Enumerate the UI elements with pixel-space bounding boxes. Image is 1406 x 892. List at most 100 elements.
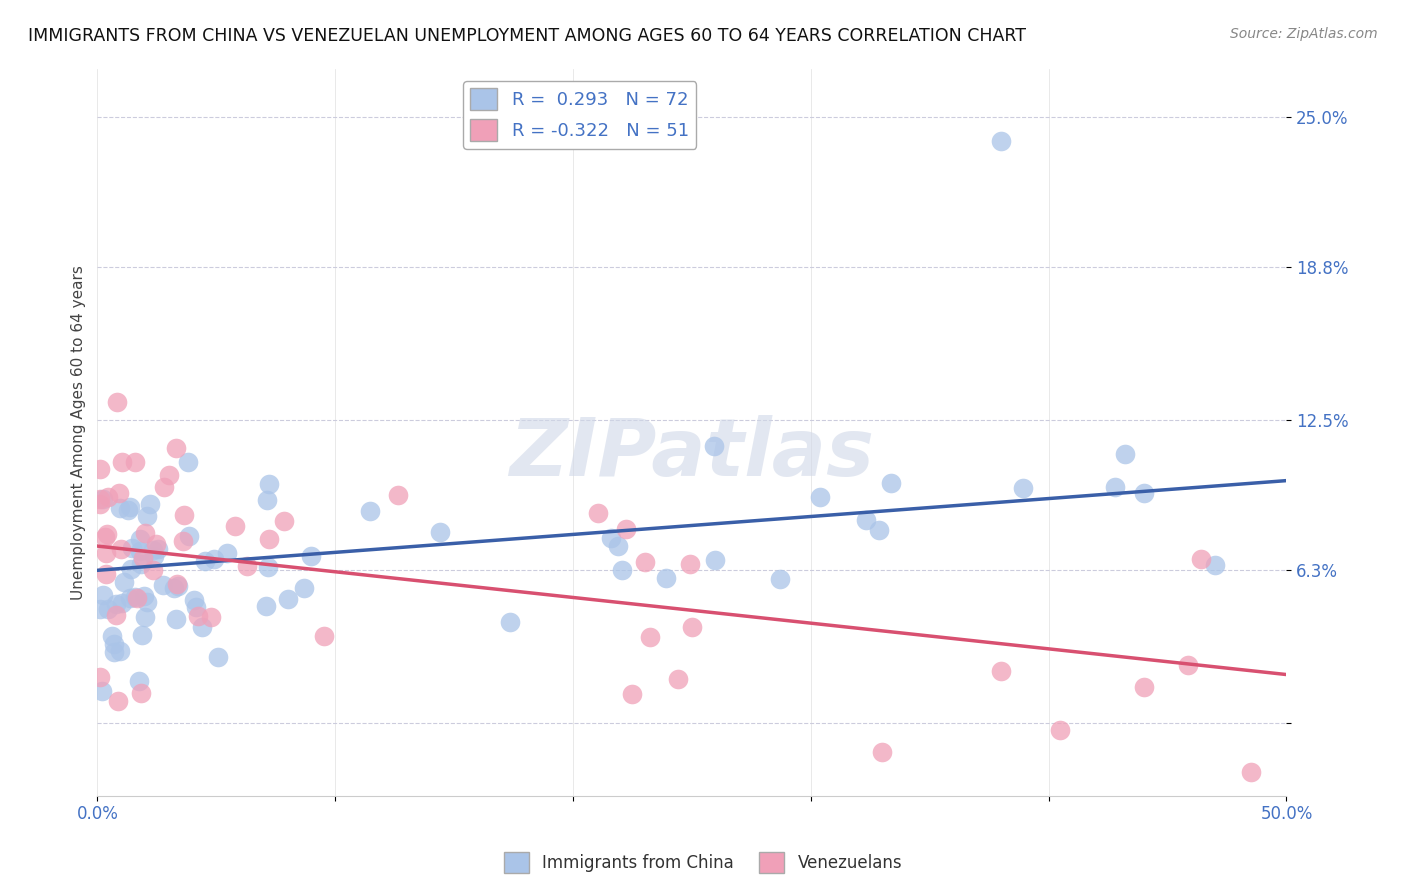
Point — [129, 686, 152, 700]
Legend: R =  0.293   N = 72, R = -0.322   N = 51: R = 0.293 N = 72, R = -0.322 N = 51 — [463, 81, 696, 149]
Point — [880, 476, 903, 491]
Point — [89, 462, 111, 476]
Point — [132, 550, 155, 565]
Point — [108, 486, 131, 500]
Point — [194, 554, 217, 568]
Point — [256, 492, 278, 507]
Point — [94, 566, 117, 581]
Point — [235, 559, 257, 574]
Point — [129, 544, 152, 558]
Point — [146, 541, 169, 556]
Point — [990, 664, 1012, 678]
Point — [614, 522, 637, 536]
Point — [166, 577, 188, 591]
Point — [129, 532, 152, 546]
Point — [163, 581, 186, 595]
Point — [134, 610, 156, 624]
Point — [141, 542, 163, 557]
Point — [177, 529, 200, 543]
Point — [870, 745, 893, 759]
Point — [136, 509, 159, 524]
Point — [165, 441, 187, 455]
Point — [187, 609, 209, 624]
Point — [1204, 558, 1226, 573]
Point — [97, 490, 120, 504]
Point — [634, 555, 657, 569]
Point — [588, 506, 610, 520]
Point — [105, 395, 128, 409]
Point — [1189, 552, 1212, 566]
Point — [128, 674, 150, 689]
Text: IMMIGRANTS FROM CHINA VS VENEZUELAN UNEMPLOYMENT AMONG AGES 60 TO 64 YEARS CORRE: IMMIGRANTS FROM CHINA VS VENEZUELAN UNEM… — [28, 27, 1026, 45]
Point — [110, 542, 132, 557]
Point — [131, 628, 153, 642]
Y-axis label: Unemployment Among Ages 60 to 64 years: Unemployment Among Ages 60 to 64 years — [72, 265, 86, 599]
Point — [112, 574, 135, 589]
Point — [621, 687, 644, 701]
Point — [1114, 447, 1136, 461]
Point — [202, 552, 225, 566]
Point — [1177, 658, 1199, 673]
Point — [1012, 481, 1035, 495]
Point — [191, 620, 214, 634]
Point — [135, 595, 157, 609]
Point — [429, 524, 451, 539]
Point — [91, 491, 114, 506]
Point — [89, 671, 111, 685]
Point — [387, 488, 409, 502]
Point — [129, 557, 152, 571]
Point — [314, 629, 336, 643]
Point — [96, 526, 118, 541]
Point — [292, 581, 315, 595]
Point — [145, 537, 167, 551]
Point — [638, 630, 661, 644]
Point — [1132, 680, 1154, 694]
Point — [183, 593, 205, 607]
Point — [91, 588, 114, 602]
Point — [143, 549, 166, 563]
Point — [257, 560, 280, 574]
Legend: Immigrants from China, Venezuelans: Immigrants from China, Venezuelans — [498, 846, 908, 880]
Point — [224, 519, 246, 533]
Point — [120, 562, 142, 576]
Point — [107, 694, 129, 708]
Point — [139, 497, 162, 511]
Point — [121, 541, 143, 555]
Point — [100, 629, 122, 643]
Point — [110, 455, 132, 469]
Point — [104, 608, 127, 623]
Point — [142, 563, 165, 577]
Point — [89, 497, 111, 511]
Point — [681, 619, 703, 633]
Point — [868, 523, 890, 537]
Point — [94, 546, 117, 560]
Point — [610, 563, 633, 577]
Point — [89, 602, 111, 616]
Point — [257, 477, 280, 491]
Point — [990, 134, 1012, 148]
Point — [1104, 480, 1126, 494]
Point — [91, 684, 114, 698]
Point — [257, 532, 280, 546]
Point — [217, 546, 239, 560]
Point — [299, 549, 322, 564]
Point — [703, 439, 725, 453]
Point — [120, 591, 142, 606]
Point — [159, 467, 181, 482]
Point — [1240, 764, 1263, 779]
Point — [359, 504, 381, 518]
Point — [118, 500, 141, 514]
Point — [207, 649, 229, 664]
Point — [165, 612, 187, 626]
Point — [177, 455, 200, 469]
Point — [125, 591, 148, 606]
Point — [105, 597, 128, 611]
Point — [277, 591, 299, 606]
Point — [808, 490, 831, 504]
Point — [89, 492, 111, 507]
Point — [254, 599, 277, 614]
Point — [152, 480, 174, 494]
Point — [152, 578, 174, 592]
Point — [124, 455, 146, 469]
Point — [172, 534, 194, 549]
